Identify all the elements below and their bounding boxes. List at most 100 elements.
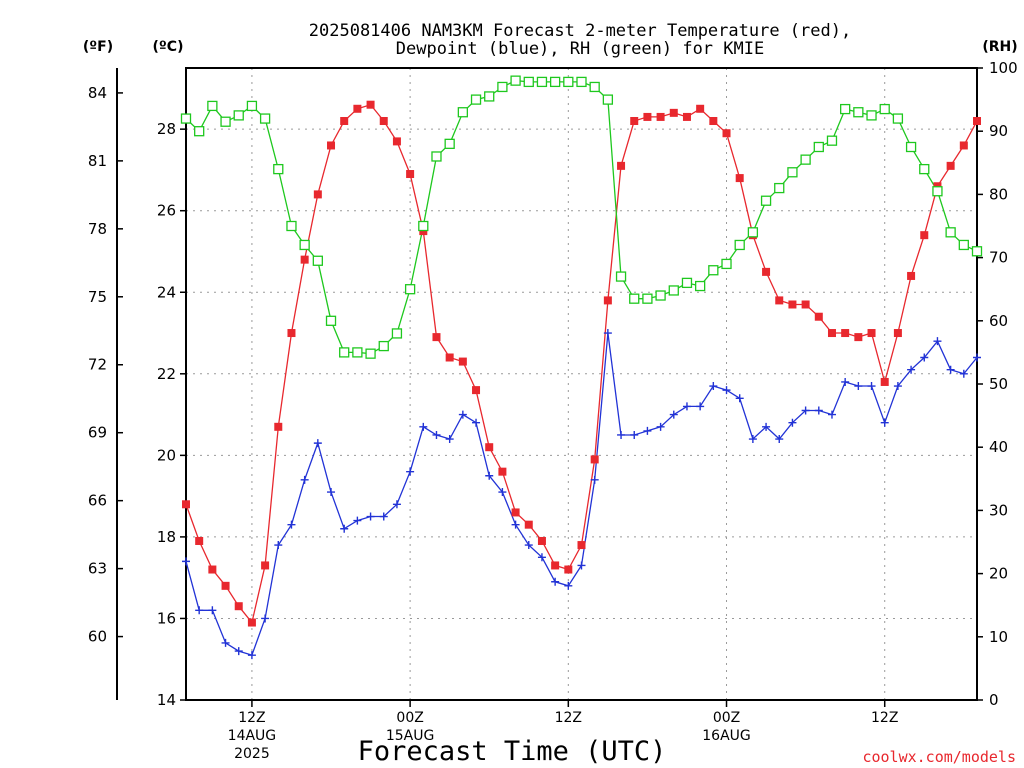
- credit-text: coolwx.com/models: [862, 748, 1016, 766]
- x-tick-sublabel: 2025: [234, 746, 270, 762]
- dewpoint-point: [788, 418, 797, 427]
- rh-point: [668, 285, 679, 296]
- rh-point: [404, 284, 416, 295]
- rh-point: [655, 290, 666, 301]
- rh-point: [905, 141, 917, 153]
- dewpoint-point: [722, 386, 731, 395]
- x-tick-label: 12Z: [555, 710, 582, 726]
- rh-point: [629, 293, 640, 304]
- temperature-point: [814, 312, 823, 321]
- temperature-point: [775, 296, 784, 305]
- dewpoint-point: [432, 430, 441, 439]
- dewpoint-point: [221, 638, 230, 647]
- dewpoint-point: [867, 382, 876, 391]
- dewpoint-point: [920, 353, 929, 362]
- temperature-point: [656, 112, 665, 121]
- rh-point: [457, 107, 469, 118]
- dewpoint-point: [287, 520, 296, 529]
- temperature-point: [907, 271, 916, 280]
- rh-point: [444, 138, 455, 149]
- rh-point: [233, 110, 244, 121]
- rh-point: [194, 126, 205, 137]
- temperature-point: [590, 455, 599, 464]
- dewpoint-point: [353, 516, 362, 525]
- rh-point: [549, 76, 561, 88]
- temperature-point: [867, 329, 876, 338]
- dewpoint-point: [762, 422, 771, 431]
- temperature-point: [432, 333, 441, 342]
- temperature-point: [287, 329, 296, 338]
- fahrenheit-tick-label: 63: [88, 560, 107, 578]
- dewpoint-point: [827, 410, 836, 419]
- rh-point: [180, 113, 192, 124]
- rh-point: [339, 347, 350, 358]
- temperature-point: [827, 329, 836, 338]
- rh-point: [391, 328, 403, 339]
- rh-point: [207, 100, 218, 112]
- dewpoint-point: [208, 606, 217, 615]
- temperature-point: [485, 443, 494, 452]
- dewpoint-point: [814, 406, 823, 415]
- dewpoint-point: [735, 394, 744, 403]
- rh-point: [813, 141, 824, 153]
- x-tick-label: 12Z: [238, 710, 265, 726]
- dewpoint-point: [696, 402, 705, 411]
- rh-point: [853, 107, 864, 118]
- fahrenheit-tick-label: 81: [88, 152, 107, 170]
- dewpoint-point: [880, 418, 889, 427]
- celsius-tick-label: 14: [157, 691, 176, 709]
- dewpoint-point: [656, 422, 665, 431]
- rh-point: [892, 113, 904, 124]
- temperature-point: [696, 104, 705, 113]
- rh-point: [840, 103, 851, 115]
- markers-layer: [180, 75, 983, 660]
- chart-title-line2: Dewpoint (blue), RH (green) for KMIE: [396, 39, 764, 59]
- axes: 14 16 18 20 22 24 26 28 60 63 66 69 72 75 78 81 84 0 10 20 3…: [88, 59, 1018, 762]
- rh-point: [576, 76, 587, 88]
- dewpoint-point: [247, 651, 256, 660]
- temperature-point: [564, 565, 573, 574]
- fahrenheit-tick-label: 60: [88, 628, 107, 646]
- rh-point: [352, 347, 363, 358]
- x-tick-sublabel: 15AUG: [386, 728, 435, 744]
- dewpoint-point: [472, 418, 481, 427]
- temperature-point: [247, 618, 256, 627]
- celsius-tick-label: 22: [157, 365, 176, 383]
- temperature-point: [327, 141, 336, 150]
- rh-point: [418, 220, 429, 232]
- x-tick-sublabel: 14AUG: [228, 728, 277, 744]
- x-tick-label: 00Z: [396, 710, 423, 726]
- dewpoint-point: [801, 406, 810, 415]
- fahrenheit-tick-label: 75: [88, 288, 107, 306]
- rh-point: [826, 135, 838, 146]
- dewpoint-point: [854, 382, 863, 391]
- rh-tick-label: 70: [989, 249, 1008, 267]
- rh-tick-label: 80: [989, 185, 1008, 203]
- dewpoint-point: [603, 329, 612, 338]
- rh-point: [497, 81, 508, 93]
- temperature-point: [854, 333, 863, 342]
- rh-tick-label: 30: [989, 501, 1008, 519]
- dewpoint-point: [379, 512, 388, 521]
- fahrenheit-tick-label: 72: [88, 356, 107, 374]
- rh-point: [484, 91, 495, 102]
- temperature-point: [682, 112, 691, 121]
- temperature-point: [643, 112, 652, 121]
- rh-point: [431, 151, 442, 162]
- rh-tick-label: 60: [989, 312, 1008, 330]
- rh-point: [220, 116, 231, 127]
- dewpoint-point: [682, 402, 691, 411]
- dewpoint-point: [590, 475, 599, 484]
- x-axis-label: Forecast Time (UTC): [358, 736, 667, 767]
- temperature-point: [498, 467, 507, 476]
- dewpoint-point: [630, 430, 639, 439]
- celsius-tick-label: 26: [157, 202, 176, 220]
- temperature-point: [208, 565, 217, 574]
- dewpoint-point: [406, 467, 415, 476]
- dewpoint-point: [234, 647, 243, 656]
- temperature-point: [893, 329, 902, 338]
- temperature-point: [801, 300, 810, 309]
- dewpoint-point: [841, 377, 850, 386]
- temperature-point: [603, 296, 612, 305]
